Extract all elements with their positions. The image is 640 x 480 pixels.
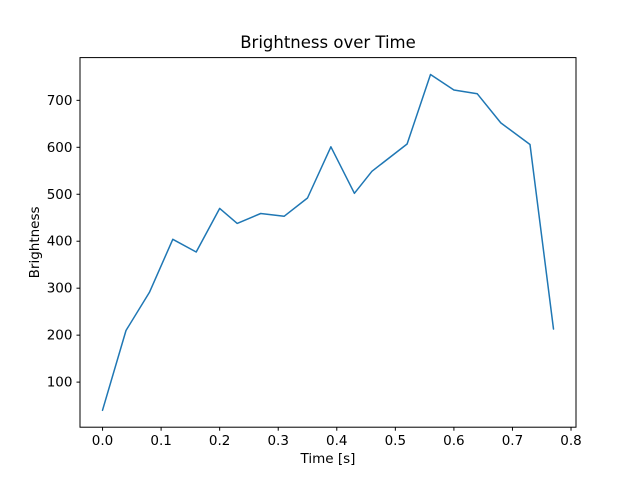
y-axis-label: Brightness xyxy=(27,206,43,278)
chart-title: Brightness over Time xyxy=(240,33,416,52)
x-tick-label: 0.7 xyxy=(502,433,523,449)
y-tick-label: 400 xyxy=(47,234,73,250)
x-axis-label: Time [s] xyxy=(300,451,356,467)
x-tick-label: 0.2 xyxy=(209,433,230,449)
x-tick-label: 0.8 xyxy=(560,433,581,449)
x-tick-label: 0.1 xyxy=(150,433,171,449)
x-tick-label: 0.0 xyxy=(92,433,113,449)
y-tick-label: 300 xyxy=(47,281,73,297)
y-tick-label: 700 xyxy=(47,93,73,109)
y-tick-label: 100 xyxy=(47,375,73,391)
x-tick-label: 0.3 xyxy=(267,433,288,449)
y-axis-ticks: 100 200 300 400 500 600 700 xyxy=(47,93,80,391)
x-tick-label: 0.5 xyxy=(385,433,406,449)
y-tick-label: 500 xyxy=(47,187,73,203)
x-tick-label: 0.4 xyxy=(326,433,347,449)
brightness-line-series xyxy=(101,73,555,412)
x-tick-label: 0.6 xyxy=(443,433,464,449)
y-tick-label: 600 xyxy=(47,140,73,156)
plot-frame xyxy=(79,57,577,428)
x-axis-ticks: 0.0 0.1 0.2 0.3 0.4 0.5 0.6 0.7 0.8 xyxy=(92,427,582,449)
y-tick-label: 200 xyxy=(47,328,73,344)
